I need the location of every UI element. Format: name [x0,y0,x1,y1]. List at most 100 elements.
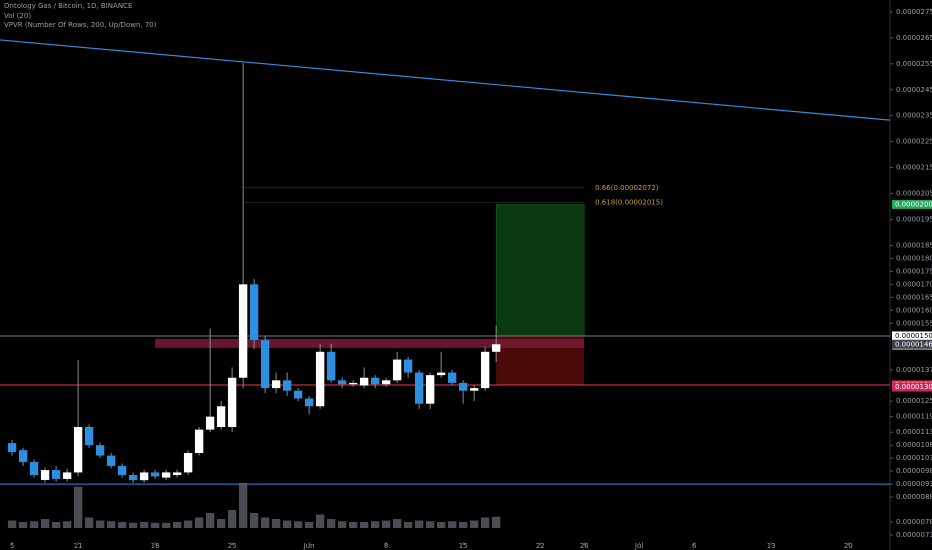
volume-bar [392,519,402,528]
price-label: 0.00001501 [895,332,932,340]
price-label-box [892,331,932,341]
candle-body [216,406,226,428]
volume-bar [480,517,490,528]
trendline [0,39,891,121]
candle-body [414,372,424,404]
x-tick-label: 20 [844,542,853,550]
candle-body [447,372,457,383]
volume-bar [436,522,446,528]
candle-body [73,427,83,473]
volume-bar [337,521,347,528]
candle-body [293,390,303,399]
candle-body [436,372,446,376]
indicator-label: VPVR (Number Of Rows, 200, Up/Down, 70) [4,21,157,29]
candle-body [194,429,204,453]
indicator-label: Vol (20) [4,12,31,20]
volume-bar [359,522,369,528]
candle-body [315,351,325,407]
candle-body [7,443,17,453]
volume-bar [161,522,171,528]
price-label: 0.00002008 [895,200,932,208]
price-label: 0.00001469 [895,340,932,348]
volume-bar [51,522,61,528]
x-tick-label: 11 [74,542,83,550]
volume-bar [282,520,292,528]
candle-body [337,380,347,385]
candle-body [392,359,402,381]
candle-body [260,340,270,389]
candle-body [249,284,259,341]
candle-body [480,351,490,389]
volume-bar [238,483,248,528]
volume-bar [249,513,259,528]
y-tick-label: 0.00000734 [896,531,932,539]
candle-body [40,470,50,480]
x-tick-label: 8 [384,542,388,550]
volume-bar [414,520,424,528]
candle-body [161,472,171,478]
volume-bar [95,520,105,528]
price-label: 0.00001304 [895,383,932,391]
x-tick-label: 26 [580,542,589,550]
candle-body [84,427,94,446]
candle-body [117,465,127,476]
candle-body [326,351,336,381]
volume-bar [227,510,237,528]
volume-bar [304,522,314,528]
x-tick-label: 5 [10,542,14,550]
candle-body [62,472,72,479]
candle-body [304,398,314,407]
candle-body [227,377,237,428]
volume-bar [293,521,303,528]
candle-body [348,382,358,385]
x-tick-label: 13 [767,542,776,550]
candle-body [29,462,39,476]
chart-title: Ontology Gas / Bitcoin, 1D, BINANCE [4,2,132,10]
price-label-box [892,199,932,209]
candle-body [95,445,105,456]
volume-bar [348,522,358,528]
y-tick-label: 0.00000784 [896,518,932,526]
candle-body [238,284,248,378]
volume-bar [260,517,270,528]
x-tick-label: 25 [228,542,237,550]
x-tick-label: Jul [634,542,644,550]
candle-body [381,380,391,385]
candle-body [425,375,435,404]
volume-bar [469,520,479,528]
volume-bar [458,522,468,528]
volume-bar [205,513,215,528]
candle-body [469,388,479,391]
x-tick-label: 15 [459,542,468,550]
price-label-box [892,382,932,392]
candle-body [183,452,193,473]
price-label-box [892,339,932,349]
volume-bar [106,521,116,528]
candle-body [359,377,369,386]
candle-body [282,380,292,391]
volume-bar [139,522,149,528]
position-profit [495,204,585,337]
volume-bar [271,519,281,528]
fib-label: 0.66(0.00002072) [595,184,659,192]
volume-bar [73,486,83,528]
volume-bar [425,521,435,528]
